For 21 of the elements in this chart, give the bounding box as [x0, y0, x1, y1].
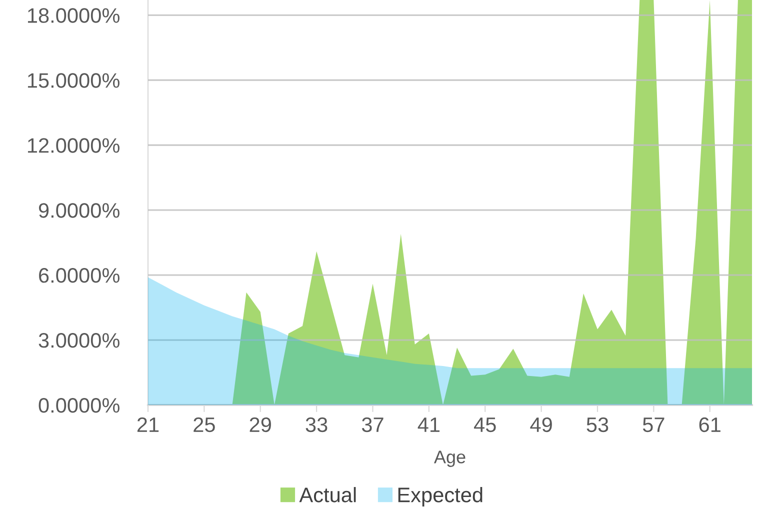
y-tick-label: 0.0000% — [38, 398, 120, 413]
y-tick-label: 12.0000% — [28, 138, 120, 153]
legend-label: Actual — [299, 487, 356, 502]
x-tick-label: 41 — [418, 418, 440, 432]
x-tick-label: 37 — [362, 417, 384, 432]
y-tick-label: 15.0000% — [28, 73, 120, 88]
x-tick-label: 33 — [306, 417, 328, 432]
x-tick-label: 49 — [530, 417, 552, 432]
legend-label: Expected — [398, 487, 482, 506]
y-tick-label: 6.0000% — [39, 268, 120, 283]
y-tick-label: 3.0000% — [38, 333, 120, 348]
x-tick-label: 61 — [699, 417, 720, 432]
x-axis-title: Age — [434, 450, 466, 467]
x-tick-label: 53 — [586, 417, 608, 432]
y-tick-label: 9.0000% — [38, 203, 120, 218]
x-tick-label: 45 — [474, 418, 496, 432]
x-tick-label: 57 — [642, 418, 664, 432]
x-tick-label: 25 — [194, 417, 215, 432]
x-tick-label: 21 — [137, 417, 159, 432]
y-tick-label: 18.0000% — [28, 8, 120, 23]
x-tick-label: 29 — [250, 417, 271, 432]
